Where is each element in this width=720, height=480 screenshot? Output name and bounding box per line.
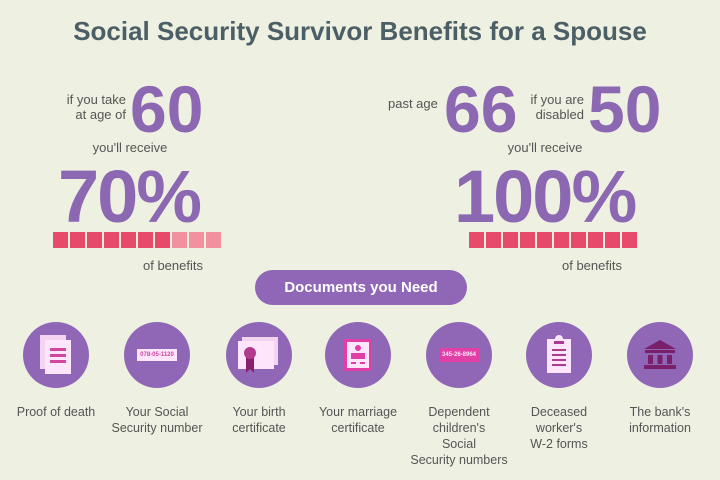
bar-segment-filled: [87, 232, 102, 248]
doc-bank-info: The bank's information: [605, 322, 715, 436]
doc-birth-certificate: Your birth certificate: [204, 322, 314, 436]
doc-label: Your marriage: [318, 405, 398, 419]
right-middle-line: if you are: [530, 92, 584, 107]
bar-segment-filled: [486, 232, 501, 248]
doc-label: information: [629, 421, 691, 435]
bar-segment-filled: [503, 232, 518, 248]
left-suffix: of benefits: [143, 258, 203, 273]
right-middle: if you are disabled: [522, 92, 584, 122]
page-title: Social Security Survivor Benefits for a …: [73, 16, 647, 46]
right-benefit-bar: [469, 232, 637, 248]
left-receive: you'll receive: [92, 140, 168, 155]
bar-segment-filled: [121, 232, 136, 248]
doc-label: Dependent: [428, 405, 490, 419]
bar-segment-filled: [605, 232, 620, 248]
bar-segment-filled: [554, 232, 569, 248]
doc-label: Proof of death: [16, 405, 96, 419]
ssn-card-text: 078-05-1120: [137, 349, 177, 361]
certificate-icon: [226, 322, 292, 388]
documents-you-need-button[interactable]: Documents you Need: [255, 270, 467, 305]
doc-label: certificate: [331, 421, 385, 435]
bar-segment-filled: [571, 232, 586, 248]
left-prefix-line: if you take: [66, 92, 126, 107]
doc-label: certificate: [232, 421, 286, 435]
bar-segment-filled: [537, 232, 552, 248]
marriage-certificate-icon: [325, 322, 391, 388]
right-prefix: past age: [388, 96, 438, 111]
document-icon: [23, 322, 89, 388]
left-percent: 70%: [58, 155, 202, 238]
bar-segment-filled: [622, 232, 637, 248]
left-prefix-line: at age of: [75, 107, 126, 122]
right-age: 66: [444, 72, 518, 146]
right-age2: 50: [588, 72, 662, 146]
bar-segment-empty: [206, 232, 221, 248]
bar-segment-filled: [138, 232, 153, 248]
bank-icon: [627, 322, 693, 388]
left-benefit-bar: [53, 232, 221, 248]
doc-w2-forms: Deceased worker's W-2 forms: [504, 322, 614, 452]
bar-segment-filled: [469, 232, 484, 248]
ssn-card-icon: 078-05-1120: [124, 322, 190, 388]
doc-children-ssn: 345-26-8964 Dependent children's Social Sec…: [404, 322, 514, 468]
right-middle-line: disabled: [535, 107, 584, 122]
right-percent: 100%: [454, 155, 637, 238]
doc-label: children's: [432, 421, 486, 435]
right-receive: you'll receive: [507, 140, 583, 155]
doc-label: W-2 forms: [530, 437, 588, 451]
doc-label: Security number: [111, 421, 203, 435]
bar-segment-filled: [70, 232, 85, 248]
doc-label: Deceased: [530, 405, 588, 419]
doc-label: The bank's: [629, 405, 691, 419]
doc-your-ssn: 078-05-1120 Your Social Security number: [102, 322, 212, 436]
bar-segment-filled: [155, 232, 170, 248]
clipboard-icon: [526, 322, 592, 388]
doc-label: Your Social: [125, 405, 189, 419]
ssn-card-text: 345-26-8964: [438, 348, 480, 362]
left-prefix: if you take at age of: [40, 92, 126, 122]
ssn-card-icon: 345-26-8964: [426, 322, 492, 388]
doc-label: Social: [441, 437, 477, 451]
bar-segment-filled: [104, 232, 119, 248]
left-age: 60: [130, 72, 204, 146]
doc-proof-of-death: Proof of death: [1, 322, 111, 420]
bar-segment-filled: [588, 232, 603, 248]
right-suffix: of benefits: [562, 258, 622, 273]
doc-label: Your birth: [232, 405, 286, 419]
doc-marriage-certificate: Your marriage certificate: [303, 322, 413, 436]
doc-label: Security numbers: [410, 453, 508, 467]
doc-label: worker's: [535, 421, 583, 435]
bar-segment-empty: [189, 232, 204, 248]
bar-segment-empty: [172, 232, 187, 248]
bar-segment-filled: [520, 232, 535, 248]
bar-segment-filled: [53, 232, 68, 248]
